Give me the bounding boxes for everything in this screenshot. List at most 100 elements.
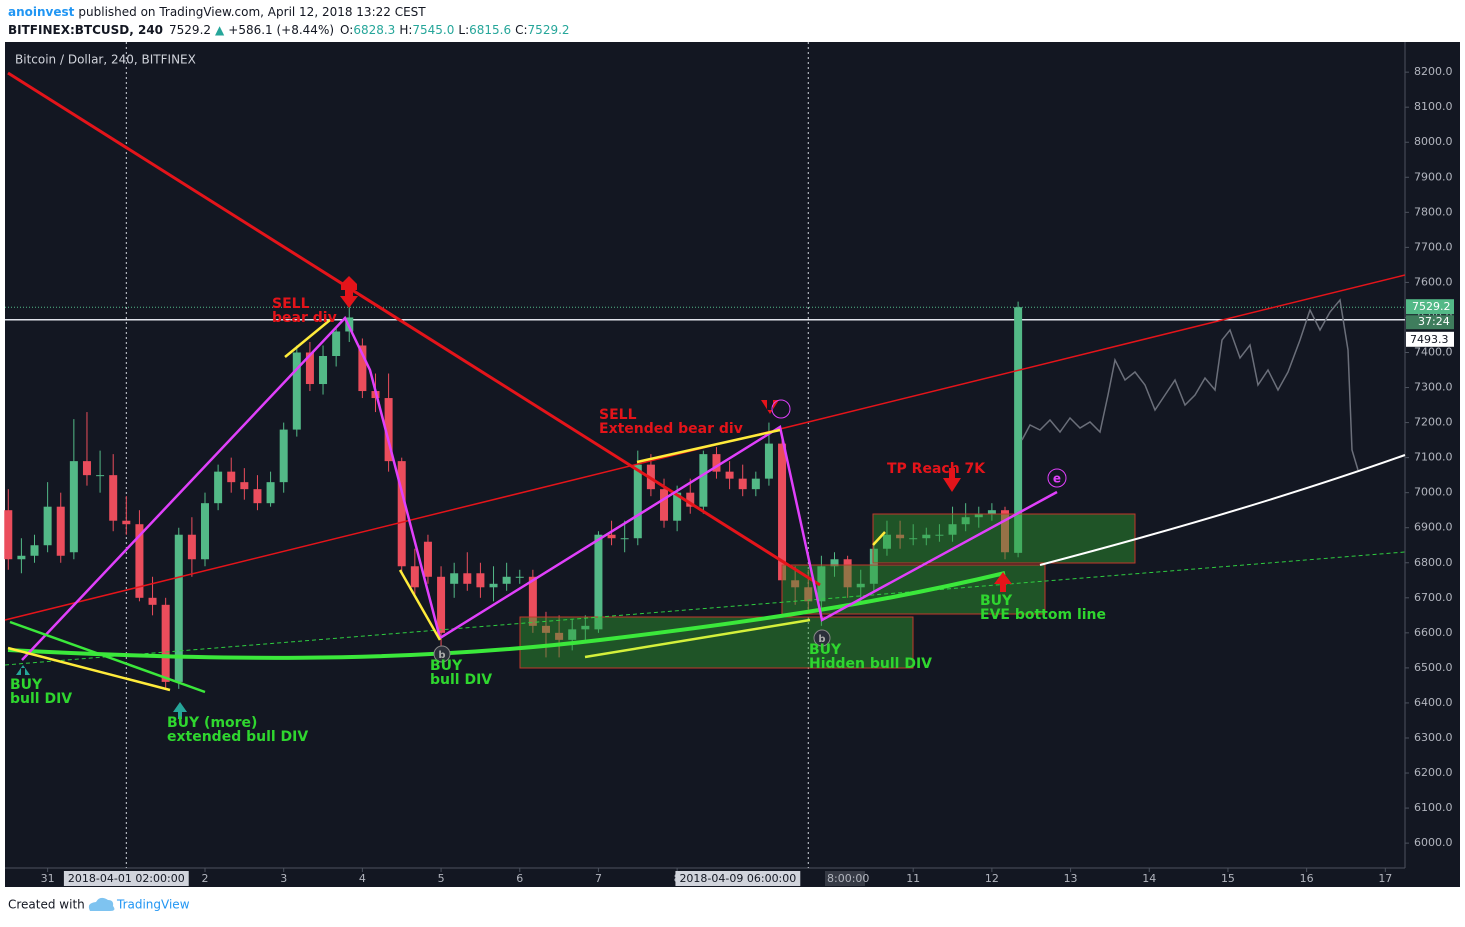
candle-body — [778, 443, 787, 581]
div-line — [584, 618, 811, 659]
candle-body — [240, 482, 249, 490]
y-tick-label: 7100.0 — [1414, 451, 1453, 464]
div-line — [636, 428, 781, 464]
annotation: Extended bear div — [599, 421, 743, 437]
annotation: bear div — [272, 310, 337, 326]
level-label: 7493.3 — [1410, 333, 1449, 346]
x-tick-label: 12 — [985, 872, 999, 885]
author[interactable]: anoinvest — [8, 5, 75, 19]
annotation: bull DIV — [10, 691, 72, 707]
candle-body — [332, 331, 341, 356]
candle-body — [515, 576, 524, 578]
trend-line — [7, 71, 821, 587]
candle-body — [4, 510, 13, 560]
candle-body — [620, 538, 629, 540]
pattern-point — [433, 645, 451, 663]
candle-body — [843, 559, 852, 588]
drawings — [4, 71, 1406, 719]
candle-body — [594, 534, 603, 630]
candle-body — [187, 534, 196, 560]
annotation: extended bull DIV — [167, 729, 308, 745]
last-price-label: 7529.2 — [1412, 300, 1451, 313]
candle-body — [896, 534, 905, 539]
candle-body — [987, 510, 996, 514]
last-price-box — [1406, 299, 1454, 315]
y-tick-label: 8200.0 — [1414, 65, 1453, 78]
candle-body — [305, 352, 314, 385]
candle-body — [109, 475, 118, 521]
x-tick-label: 5 — [438, 872, 445, 885]
candle-body — [712, 454, 721, 472]
crosshair-label: 8:00:00 — [827, 872, 869, 885]
candle-body — [17, 555, 26, 560]
candle-body — [319, 355, 328, 385]
candle-body — [804, 587, 813, 602]
candle-body — [909, 538, 918, 540]
footer-text: Created with — [8, 898, 85, 912]
candle-body — [856, 583, 865, 588]
candle-body — [686, 492, 695, 507]
y-tick-label: 6000.0 — [1414, 836, 1453, 849]
candle-body — [961, 517, 970, 525]
candle-body — [279, 429, 288, 483]
candle-body — [358, 345, 367, 392]
annotation: b — [818, 634, 825, 645]
candle-body — [974, 513, 983, 518]
annotation: BUY — [980, 593, 1013, 609]
candle-body — [817, 566, 826, 602]
trend-line — [4, 551, 1406, 666]
y-tick-label: 7300.0 — [1414, 381, 1453, 394]
candle-body — [437, 576, 446, 633]
annotations: SELL bear div SELL Extended bear div TP … — [10, 296, 1106, 745]
candle-body — [450, 573, 459, 584]
footer-brand[interactable]: TradingView — [116, 898, 190, 912]
candle-body — [1001, 510, 1009, 553]
published: published on TradingView.com, April 12, … — [78, 5, 426, 19]
countdown-box — [1406, 315, 1454, 330]
x-tick-label: 16 — [1300, 872, 1314, 885]
candle-body — [397, 461, 406, 567]
annotation: b — [438, 650, 445, 661]
x-tick-label: 15 — [1221, 872, 1235, 885]
candle-body — [633, 464, 642, 539]
y-tick-label: 6800.0 — [1414, 556, 1453, 569]
annotation: TP Reach 7K — [887, 461, 986, 477]
candle-body — [699, 454, 708, 507]
annotation: BUY — [10, 677, 43, 693]
candle-body — [292, 352, 301, 430]
x-tick-label: 3 — [280, 872, 287, 885]
crosshair-label: 2018-04-01 02:00:00 — [68, 872, 185, 885]
annotation: Hidden bull DIV — [809, 656, 932, 672]
price: 7529.2 — [169, 23, 211, 37]
candle-body — [528, 576, 537, 626]
div-line — [284, 319, 331, 358]
candle-body — [43, 506, 52, 546]
div-line — [872, 531, 886, 546]
symbol: BITFINEX:BTCUSD, 240 — [8, 23, 163, 37]
projection — [1021, 298, 1359, 471]
candle-body — [830, 559, 839, 567]
candle-body — [948, 524, 957, 535]
candle-body — [476, 573, 485, 588]
annotation: BUY — [809, 642, 842, 658]
candle-body — [135, 524, 144, 598]
y-tick-label: 6200.0 — [1414, 766, 1453, 779]
y-tick-label: 7400.0 — [1414, 345, 1453, 358]
candle-body — [174, 534, 183, 682]
candle-body — [410, 566, 419, 588]
x-tick-label: 6 — [516, 872, 523, 885]
candle-body — [502, 576, 511, 584]
candle-body — [673, 492, 682, 521]
div-line — [398, 569, 442, 641]
x-tick-label: 2 — [202, 872, 209, 885]
curve — [7, 571, 1006, 660]
y-tick-label: 7000.0 — [1414, 486, 1453, 499]
y-tick-label: 7800.0 — [1414, 205, 1453, 218]
div-line — [7, 646, 171, 692]
y-tick-label: 6600.0 — [1414, 626, 1453, 639]
header-line: anoinvest published on TradingView.com, A… — [8, 5, 426, 19]
crosshair-label: 2018-04-09 06:00:00 — [679, 872, 796, 885]
pattern-point — [1047, 468, 1067, 488]
candle-body — [935, 534, 944, 536]
ohlc-value: 7529.2 — [528, 23, 570, 37]
